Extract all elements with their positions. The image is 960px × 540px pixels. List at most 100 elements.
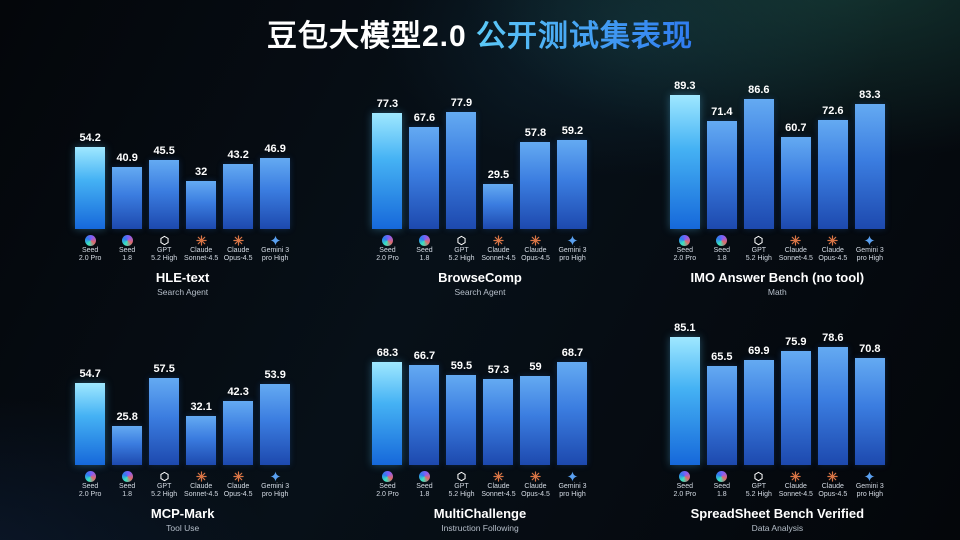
seed-logo-icon bbox=[679, 470, 691, 483]
model-label-line1: Gemini 3 bbox=[855, 246, 884, 254]
bar-plot: 69.9 bbox=[743, 305, 774, 465]
bar-value-label: 70.8 bbox=[859, 343, 881, 356]
bar-column: 60.7 Claude Sonnet-4.5 bbox=[778, 69, 813, 263]
bar-value-label: 59 bbox=[529, 361, 542, 374]
bar-value-label: 57.3 bbox=[487, 363, 510, 376]
bar-plot: 32.1 bbox=[186, 305, 217, 465]
model-label-line2: 5.2 High bbox=[448, 254, 475, 262]
bar-column: 32 Claude Sonnet-4.5 bbox=[184, 69, 218, 263]
bar-column: 57.3 Claude Sonnet-4.5 bbox=[481, 305, 515, 499]
bar-plot: 59 bbox=[520, 305, 551, 465]
model-label-line2: Sonnet-4.5 bbox=[778, 254, 813, 262]
bar-column: 66.7 Seed 1.8 bbox=[408, 305, 440, 499]
bar bbox=[75, 382, 106, 465]
bar-column: 53.9 Gemini 3 pro High bbox=[259, 305, 291, 499]
bar-value-label: 83.3 bbox=[859, 88, 881, 101]
model-label-line1: Seed bbox=[379, 482, 396, 490]
chart-title: SpreadSheet Bench Verified bbox=[690, 505, 865, 521]
bar-plot: 59.5 bbox=[446, 305, 477, 465]
openai-icon bbox=[753, 234, 764, 247]
bar-plot: 43.2 bbox=[223, 69, 254, 229]
bar-column: 68.3 Seed 2.0 Pro bbox=[371, 305, 403, 499]
bar-plot: 77.3 bbox=[372, 69, 403, 229]
model-label-line2: 5.2 High bbox=[151, 254, 178, 262]
model-label-line2: pro High bbox=[559, 254, 586, 262]
bar-column: 67.6 Seed 1.8 bbox=[408, 69, 440, 263]
bar bbox=[149, 160, 180, 229]
bar-plot: 77.9 bbox=[446, 69, 477, 229]
bar-column: 77.9 GPT 5.2 High bbox=[445, 69, 477, 263]
bar-plot: 57.3 bbox=[483, 305, 514, 465]
chart-title: BrowseComp bbox=[438, 269, 522, 285]
model-label-line1: Claude bbox=[784, 246, 807, 254]
bar bbox=[260, 158, 291, 229]
bar-value-label: 68.3 bbox=[376, 347, 399, 360]
bar-group: 54.7 Seed 2.0 Pro 25.8 Seed 1.8 57.5 GPT 5.2 Hig… bbox=[74, 305, 291, 499]
model-label-line1: Claude bbox=[784, 482, 807, 490]
claude-icon bbox=[195, 470, 207, 483]
model-label-line1: Gemini 3 bbox=[558, 482, 587, 490]
seed-logo-icon bbox=[121, 470, 133, 483]
bar-plot: 46.9 bbox=[260, 69, 291, 229]
bar-column: 69.9 GPT 5.2 High bbox=[743, 305, 775, 499]
model-label-line2: pro High bbox=[856, 490, 884, 498]
bar-chart: 85.1 Seed 2.0 Pro 65.5 Seed 1.8 69.9 GPT 5.2 Hig… bbox=[669, 305, 886, 533]
model-label-line1: Claude bbox=[487, 246, 510, 254]
bar-plot: 59.2 bbox=[557, 69, 588, 229]
claude-icon bbox=[790, 234, 802, 247]
seed-logo-icon bbox=[418, 234, 430, 247]
bar bbox=[854, 358, 885, 465]
bar bbox=[557, 361, 588, 465]
bar bbox=[186, 416, 217, 465]
bar bbox=[75, 147, 106, 229]
model-label-line2: Sonnet-4.5 bbox=[481, 254, 516, 262]
model-label-line1: Seed bbox=[676, 482, 693, 490]
bar-value-label: 46.9 bbox=[264, 143, 286, 156]
bar bbox=[706, 366, 737, 465]
model-label-line2: 5.2 High bbox=[745, 490, 772, 498]
model-label-line2: Sonnet-4.5 bbox=[778, 490, 813, 498]
model-label-line2: pro High bbox=[559, 490, 586, 498]
bar-value-label: 77.9 bbox=[450, 96, 473, 109]
bar-plot: 86.6 bbox=[743, 69, 774, 229]
bar-value-label: 72.6 bbox=[822, 104, 844, 117]
bar-value-label: 77.3 bbox=[376, 97, 399, 110]
bar bbox=[854, 103, 885, 229]
claude-icon bbox=[232, 234, 244, 247]
openai-icon bbox=[753, 470, 764, 483]
bar-value-label: 67.6 bbox=[413, 112, 436, 125]
bar-value-label: 59.2 bbox=[561, 124, 584, 137]
seed-logo-icon bbox=[716, 470, 728, 483]
bar-group: 89.3 Seed 2.0 Pro 71.4 Seed 1.8 86.6 GPT 5.2 Hig… bbox=[669, 69, 886, 263]
chart-subtitle: Math bbox=[767, 286, 787, 297]
model-label-line2: 1.8 bbox=[716, 254, 727, 262]
gemini-icon bbox=[567, 234, 578, 247]
bar bbox=[372, 362, 403, 465]
claude-icon bbox=[827, 470, 839, 483]
bar-column: 29.5 Claude Sonnet-4.5 bbox=[481, 69, 516, 263]
bar-column: 70.8 Gemini 3 pro High bbox=[854, 305, 886, 499]
model-label-line1: GPT bbox=[454, 246, 469, 254]
model-label-line2: 1.8 bbox=[122, 254, 133, 262]
bar-value-label: 68.7 bbox=[561, 346, 584, 359]
bar-column: 59.2 Gemini 3 pro High bbox=[556, 69, 588, 263]
bar-column: 57.8 Claude Opus-4.5 bbox=[519, 69, 551, 263]
bar-column: 78.6 Claude Opus-4.5 bbox=[817, 305, 849, 499]
model-label-line1: GPT bbox=[156, 482, 172, 490]
model-label-line2: 5.2 High bbox=[151, 490, 178, 498]
bar-plot: 65.5 bbox=[706, 305, 737, 465]
model-label-line1: Seed bbox=[416, 246, 433, 254]
bar-plot: 68.3 bbox=[372, 305, 403, 465]
model-label-line1: Seed bbox=[118, 482, 136, 490]
claude-icon bbox=[827, 234, 839, 247]
bar-plot: 60.7 bbox=[780, 69, 811, 229]
seed-logo-icon bbox=[381, 470, 393, 483]
model-label-line1: Claude bbox=[190, 246, 213, 254]
model-label-line1: Gemini 3 bbox=[261, 246, 290, 254]
model-label-line2: Sonnet-4.5 bbox=[184, 490, 219, 498]
bar-plot: 75.9 bbox=[780, 305, 811, 465]
model-label-line1: Gemini 3 bbox=[855, 482, 884, 490]
bar-value-label: 40.9 bbox=[116, 152, 138, 165]
bar-plot: 32 bbox=[186, 69, 217, 229]
bar bbox=[706, 121, 737, 229]
